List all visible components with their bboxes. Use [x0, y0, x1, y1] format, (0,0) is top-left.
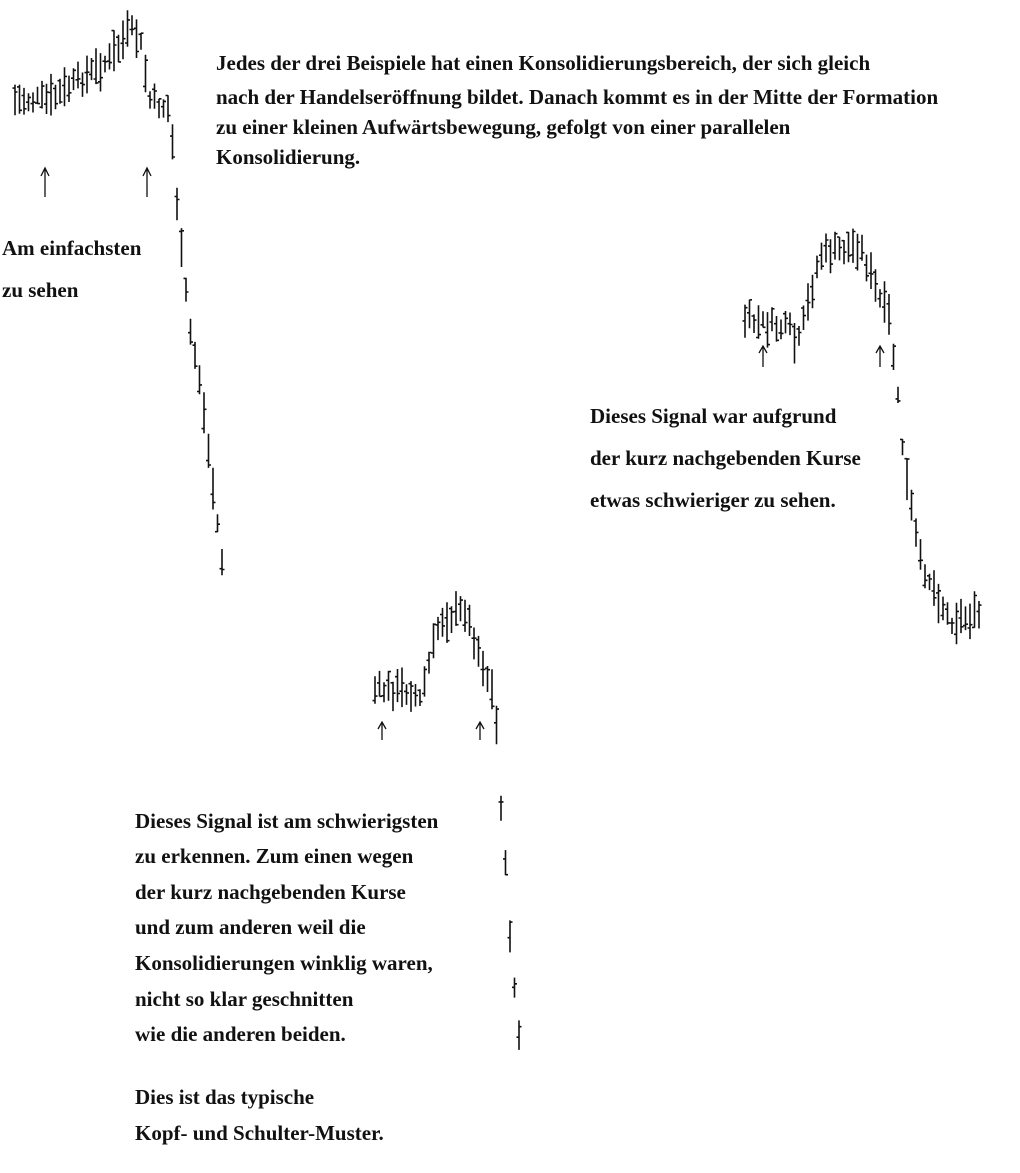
text-line: Am einfachsten: [2, 236, 142, 260]
text-line: zu erkennen. Zum einen wegen: [135, 844, 414, 868]
arrow: [475, 720, 485, 740]
price-bars: [372, 591, 522, 1050]
text-line: Dieses Signal war aufgrund: [590, 404, 837, 428]
intro-text: Jedes der drei Beispiele hat einen Konso…: [216, 51, 938, 169]
example-2-label: Dieses Signal war aufgrund der kurz nach…: [590, 404, 861, 512]
arrows: [40, 166, 885, 740]
text-line: etwas schwieriger zu sehen.: [590, 488, 836, 512]
text-line: Kopf- und Schulter-Muster.: [135, 1121, 384, 1145]
text-line: Konsolidierung.: [216, 145, 360, 169]
text-line: nach der Handelseröffnung bildet. Danach…: [216, 85, 938, 109]
arrow: [875, 344, 885, 367]
price-bars: [12, 10, 225, 576]
arrow: [40, 166, 50, 197]
conclusion: Dies ist das typische Kopf- und Schulter…: [135, 1085, 384, 1145]
text-line: nicht so klar geschnitten: [135, 987, 354, 1011]
charts: [12, 10, 982, 1050]
text-line: Dieses Signal ist am schwierigsten: [135, 809, 439, 833]
example-3-label: Dieses Signal ist am schwierigsten zu er…: [135, 809, 439, 1046]
price-bars: [742, 228, 982, 645]
text-line: zu einer kleinen Aufwärtsbewegung, gefol…: [216, 115, 791, 139]
arrow: [377, 720, 387, 740]
text-line: und zum anderen weil die: [135, 915, 366, 939]
text-line: Konsolidierungen winklig waren,: [135, 951, 433, 975]
text-line: wie die anderen beiden.: [135, 1022, 346, 1046]
text-line: Dies ist das typische: [135, 1085, 314, 1109]
arrow: [142, 166, 152, 197]
example-1-label: Am einfachsten zu sehen: [2, 236, 142, 302]
text-line: zu sehen: [2, 278, 79, 302]
text-line: Jedes der drei Beispiele hat einen Konso…: [216, 51, 870, 75]
text-line: der kurz nachgebenden Kurse: [135, 880, 406, 904]
text-line: der kurz nachgebenden Kurse: [590, 446, 861, 470]
arrow: [758, 344, 768, 367]
